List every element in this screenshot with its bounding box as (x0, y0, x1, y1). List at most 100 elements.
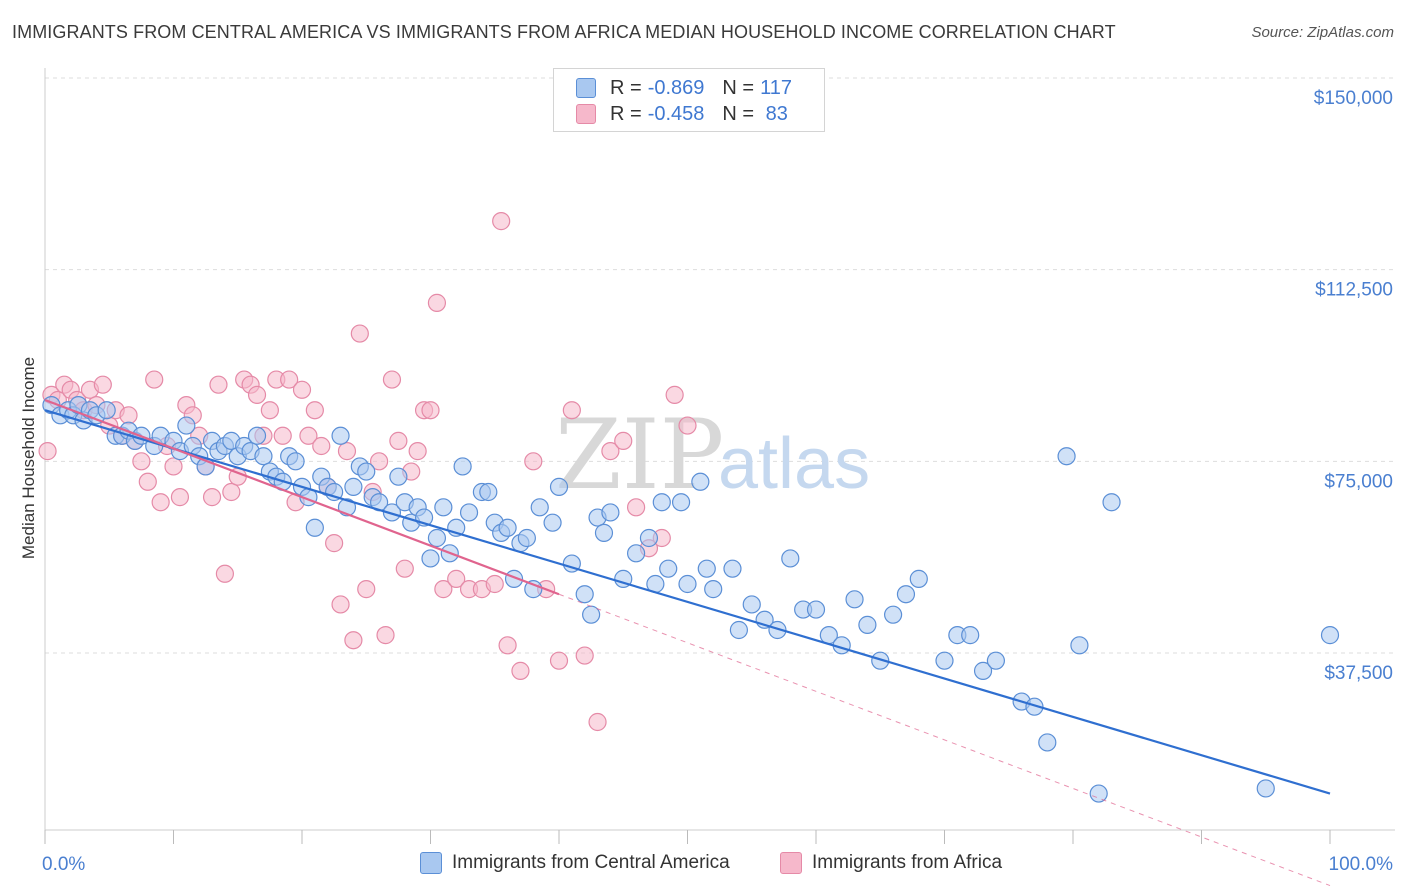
data-point-central-america (331, 426, 350, 445)
data-point-africa (511, 661, 530, 680)
africa-points (38, 212, 697, 732)
data-point-africa (209, 375, 228, 394)
data-point-central-america (639, 528, 659, 548)
bottom-legend-label-central-america: Immigrants from Central America (452, 852, 730, 873)
data-point-africa (151, 493, 170, 512)
data-point-central-america (961, 626, 980, 645)
data-point-central-america (254, 447, 273, 466)
chart-title: IMMIGRANTS FROM CENTRAL AMERICA VS IMMIG… (12, 22, 1116, 42)
data-point-africa (549, 651, 569, 670)
data-point-central-america (543, 513, 562, 532)
trend-line-africa-extension (558, 593, 1331, 887)
data-point-central-america (723, 559, 742, 578)
legend-swatch-pink (576, 104, 596, 124)
data-point-central-america (575, 585, 594, 604)
data-point-africa (575, 646, 594, 665)
data-point-africa (247, 385, 267, 404)
data-point-central-america (659, 559, 678, 578)
data-point-africa (350, 324, 369, 343)
data-point-africa (421, 401, 440, 420)
data-point-central-america (1089, 784, 1108, 803)
data-point-africa (305, 401, 324, 420)
data-point-africa (382, 370, 402, 389)
x-tick-label: 100.0% (1329, 854, 1394, 875)
data-point-africa (170, 488, 190, 507)
data-point-africa (485, 574, 504, 594)
data-point-central-america (806, 600, 826, 619)
data-point-central-america (357, 462, 376, 481)
legend-n-value: 117 (760, 76, 792, 99)
data-point-central-america (1057, 447, 1076, 466)
data-point-central-america (344, 477, 363, 496)
data-point-africa (344, 631, 363, 650)
x-tick-labels: 0.0% 100.0% (42, 854, 1393, 875)
legend-n-label: N = (722, 102, 755, 125)
legend-n-label: N = (722, 76, 755, 99)
data-point-africa (273, 426, 292, 445)
data-point-central-america (768, 620, 787, 640)
legend-swatch-blue (576, 78, 596, 98)
data-point-africa (357, 580, 376, 599)
data-point-africa (678, 416, 697, 435)
data-point-africa (389, 431, 408, 450)
y-tick-label: $37,500 (1324, 663, 1393, 684)
data-point-central-america (530, 498, 549, 517)
data-point-central-america (845, 590, 864, 609)
y-tick-labels: $37,500 $75,000 $112,500 $150,000 (1314, 88, 1393, 684)
data-point-central-america (871, 651, 890, 670)
data-point-central-america (742, 595, 761, 614)
y-axis-label: Median Household Income (19, 357, 38, 559)
y-tick-label: $150,000 (1314, 88, 1393, 109)
legend-row-central-america: R = -0.869 N = 117 (576, 76, 792, 100)
trend-lines (44, 398, 1331, 887)
legend-n-value: 83 (760, 102, 788, 125)
data-point-africa (337, 442, 357, 461)
watermark-zip: ZIP (555, 399, 724, 511)
data-point-africa (299, 426, 318, 445)
data-point-africa (370, 452, 389, 471)
data-point-central-america (909, 569, 928, 588)
data-point-central-america (704, 580, 723, 599)
grid-lines (45, 77, 1395, 654)
data-point-africa (132, 452, 151, 471)
data-point-africa (280, 370, 299, 389)
y-tick-label: $112,500 (1315, 280, 1393, 301)
data-point-africa (427, 293, 447, 312)
legend-r-label: R = (610, 102, 642, 125)
data-point-africa (292, 380, 312, 399)
data-point-central-america (691, 472, 710, 491)
data-point-africa (164, 457, 183, 476)
data-point-africa (312, 436, 331, 456)
legend-r-label: R = (610, 76, 642, 99)
data-point-africa (588, 712, 607, 732)
data-point-central-america (601, 503, 620, 522)
data-point-central-america (421, 549, 440, 568)
data-point-central-america (524, 580, 543, 599)
bottom-legend-swatch-pink (780, 852, 802, 874)
data-point-central-america (286, 452, 305, 471)
data-point-central-america (883, 605, 903, 624)
data-point-central-america (935, 651, 954, 670)
data-point-central-america (671, 493, 691, 512)
data-point-africa (408, 442, 427, 461)
data-point-africa (492, 212, 511, 231)
data-point-central-america (177, 416, 196, 435)
watermark: ZIP atlas (555, 399, 870, 511)
legend-r-value: -0.458 (647, 102, 705, 125)
data-point-africa (138, 472, 157, 491)
data-point-africa (145, 370, 164, 389)
source-label: Source: ZipAtlas.com (1251, 24, 1394, 41)
data-point-africa (434, 580, 453, 599)
data-point-africa (325, 534, 344, 553)
data-point-central-america (453, 457, 472, 476)
data-point-central-america (652, 493, 671, 512)
data-point-central-america (781, 549, 800, 568)
data-point-central-america (973, 661, 993, 680)
data-point-africa (447, 569, 466, 588)
data-point-central-america (1102, 493, 1121, 512)
data-point-central-america (1070, 636, 1089, 655)
data-point-africa (614, 431, 633, 450)
data-point-central-america (1320, 626, 1340, 645)
data-point-central-america (858, 615, 877, 634)
data-point-central-america (389, 467, 408, 486)
